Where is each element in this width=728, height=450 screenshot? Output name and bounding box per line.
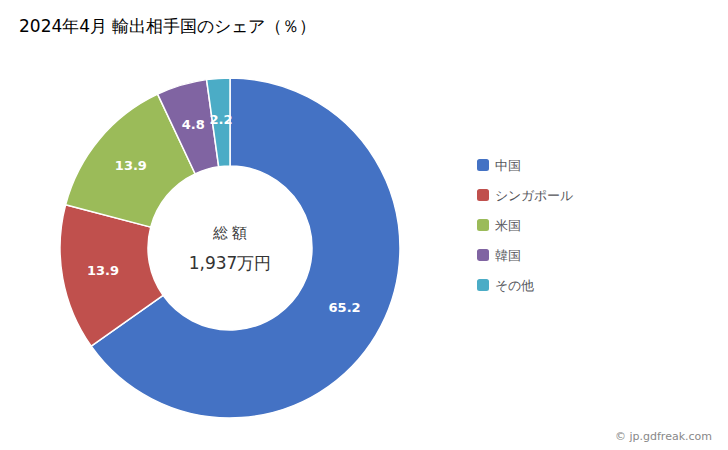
svg-text:韓国: 韓国 [495,248,521,263]
svg-text:13.9: 13.9 [115,158,147,173]
svg-text:1,937万円: 1,937万円 [189,253,272,273]
svg-text:中国: 中国 [495,158,521,173]
svg-text:総 額: 総 額 [212,224,248,242]
svg-text:シンガポール: シンガポール [495,188,573,203]
svg-text:13.9: 13.9 [87,263,119,278]
svg-text:2024年4月 輸出相手国のシェア（％）: 2024年4月 輸出相手国のシェア（％） [19,16,316,36]
svg-text:© jp.gdfreak.com: © jp.gdfreak.com [615,430,712,443]
svg-text:米国: 米国 [495,218,521,233]
svg-text:4.8: 4.8 [182,117,205,132]
svg-text:65.2: 65.2 [329,300,361,315]
svg-text:その他: その他 [495,278,534,293]
svg-text:2.2: 2.2 [210,112,233,127]
